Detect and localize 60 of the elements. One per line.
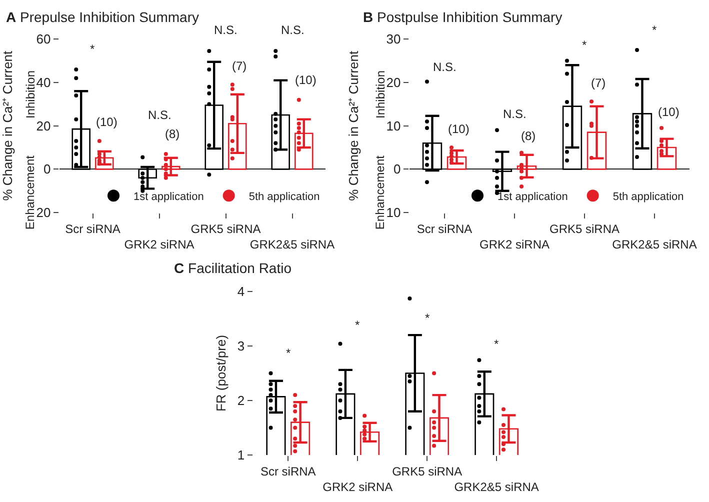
annotation: * — [90, 42, 95, 56]
annotation: * — [582, 38, 587, 52]
annotation: (7) — [591, 76, 606, 90]
legend-label: 1st application — [498, 190, 568, 203]
chart-title: C Facilitation Ratio — [174, 260, 292, 276]
y-tick-label: 4 — [237, 284, 245, 299]
y-tick-label: 0 — [394, 162, 401, 177]
annotation: N.S. — [148, 108, 172, 122]
x-tick-label: GRK2&5 siRNA — [612, 238, 697, 252]
y-tick-label: 20 — [36, 118, 51, 134]
annotation: N.S. — [433, 60, 456, 74]
y-tick-label: 10 — [386, 118, 401, 134]
annotation: (10) — [96, 115, 118, 129]
y-axis-title: FR (post/pre) — [213, 334, 228, 412]
annotation: N.S. — [503, 107, 526, 121]
y-tick-label: 2 — [237, 393, 245, 408]
y-tick-label: 1 — [237, 448, 245, 463]
annotation: (7) — [232, 59, 247, 73]
y-axis-title: % Change in Ca²⁺ Current — [346, 50, 362, 201]
x-tick-label: GRK2 siRNA — [479, 238, 550, 252]
y-tick-label: 30 — [386, 32, 401, 47]
annotation: (10) — [448, 122, 470, 136]
annotation: (10) — [658, 105, 680, 119]
text: Enhancement — [373, 154, 388, 230]
annotation: * — [355, 318, 360, 332]
y-tick-label: 10 — [386, 205, 401, 220]
y-tick-label: 3 — [237, 338, 245, 354]
annotation: * — [425, 311, 430, 325]
y-tick-label: 20 — [36, 205, 51, 220]
annotation: (10) — [295, 73, 316, 87]
y-tick-label: 60 — [36, 32, 51, 47]
x-tick-label: GRK2 siRNA — [124, 238, 194, 252]
x-tick-label: Scr siRNA — [260, 464, 316, 479]
annotation: * — [494, 337, 499, 351]
chart-title: B Postpulse Inhibition Summary — [363, 9, 562, 25]
chart-title: A Prepulse Inhibition Summary — [6, 9, 199, 25]
text: Enhancement — [23, 154, 38, 230]
x-tick-label: GRK2&5 siRNA — [250, 238, 335, 252]
x-tick-label: Scr siRNA — [416, 222, 472, 236]
text: N.S. — [214, 23, 238, 37]
text: Inhibition — [373, 70, 388, 118]
annotation: (8) — [521, 129, 536, 143]
x-tick-label: GRK5 siRNA — [549, 222, 620, 236]
annotation: (8) — [165, 127, 180, 141]
y-tick-label: 0 — [44, 162, 51, 177]
x-tick-label: Scr siRNA — [65, 222, 120, 236]
y-tick-label: 20 — [386, 75, 401, 90]
annotation: * — [286, 346, 291, 360]
x-tick-label: GRK2&5 siRNA — [454, 480, 539, 494]
text: * — [652, 23, 657, 37]
text: Inhibition — [23, 70, 38, 118]
legend-label: 5th application — [612, 190, 684, 203]
x-tick-label: GRK2 siRNA — [322, 480, 393, 494]
y-axis-title: % Change in Ca²⁺ Current — [0, 50, 15, 201]
y-tick-label: 40 — [36, 75, 51, 90]
x-tick-label: GRK5 siRNA — [190, 222, 261, 236]
legend-label: 5th application — [248, 190, 320, 203]
text: N.S. — [281, 23, 304, 37]
x-tick-label: GRK5 siRNA — [392, 464, 462, 479]
legend-label: 1st application — [134, 190, 204, 203]
